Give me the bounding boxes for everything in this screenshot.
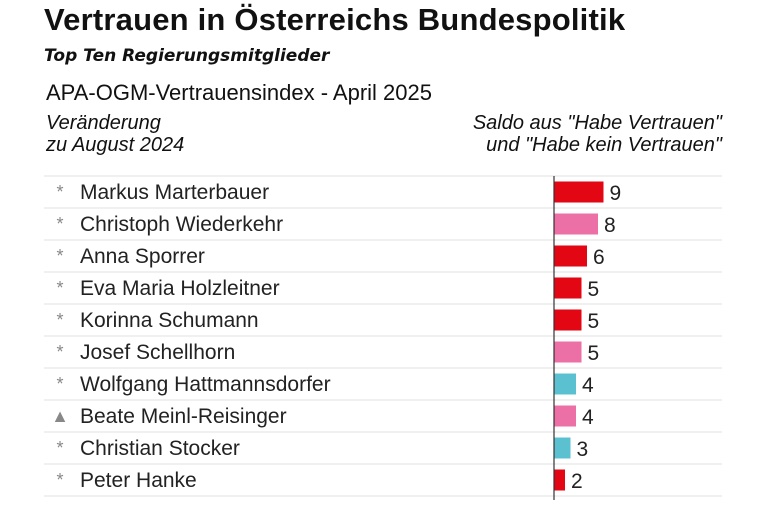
bar — [554, 213, 598, 235]
bar — [554, 181, 604, 203]
data-label: 9 — [610, 182, 622, 205]
bar — [554, 437, 571, 459]
change-marker: * — [56, 310, 63, 330]
change-marker: * — [56, 374, 63, 394]
bar — [554, 341, 582, 363]
bar — [554, 309, 582, 331]
saldo-column-header: Saldo aus "Habe Vertrauen" und "Habe kei… — [473, 112, 722, 156]
category-label: Anna Sporrer — [80, 245, 205, 268]
bar — [554, 469, 565, 491]
data-label: 5 — [588, 278, 600, 301]
data-label: 3 — [577, 438, 589, 461]
chart-subtitle: Top Ten Regierungsmitglieder — [44, 46, 330, 66]
bar — [554, 277, 582, 299]
bar — [554, 245, 587, 267]
change-marker: * — [56, 182, 63, 202]
data-label: 4 — [582, 374, 594, 397]
saldo-header-line1: Saldo aus "Habe Vertrauen" — [472, 112, 722, 134]
change-marker: * — [56, 470, 63, 490]
category-label: Peter Hanke — [80, 469, 197, 492]
category-label: Christoph Wiederkehr — [80, 213, 283, 236]
category-label: Korinna Schumann — [80, 309, 259, 332]
bar — [554, 373, 576, 395]
data-label: 5 — [588, 342, 600, 365]
change-marker: * — [56, 246, 63, 266]
data-label: 8 — [604, 214, 616, 237]
change-marker: * — [56, 214, 63, 234]
change-marker: * — [56, 278, 63, 298]
category-label: Beate Meinl-Reisinger — [80, 405, 287, 428]
change-marker: * — [56, 438, 63, 458]
data-label: 4 — [582, 406, 594, 429]
change-marker: ▲ — [51, 406, 69, 426]
data-label: 6 — [593, 246, 605, 269]
bar — [554, 405, 576, 427]
data-label: 2 — [571, 470, 583, 493]
data-label: 5 — [588, 310, 600, 333]
change-marker: * — [56, 342, 63, 362]
category-label: Josef Schellhorn — [80, 341, 235, 364]
change-column-header: Veränderung zu August 2024 — [46, 112, 184, 156]
category-label: Markus Marterbauer — [80, 181, 269, 204]
saldo-header-line2: und "Habe kein Vertrauen" — [486, 134, 722, 156]
category-label: Christian Stocker — [80, 437, 240, 460]
change-header-line2: zu August 2024 — [46, 134, 185, 156]
category-label: Wolfgang Hattmannsdorfer — [80, 373, 331, 396]
category-label: Eva Maria Holzleitner — [80, 277, 280, 300]
chart-title: Vertrauen in Österreichs Bundespolitik — [44, 2, 626, 37]
chart-source: APA-OGM-Vertrauensindex - April 2025 — [46, 80, 432, 105]
change-header-line1: Veränderung — [46, 112, 161, 134]
